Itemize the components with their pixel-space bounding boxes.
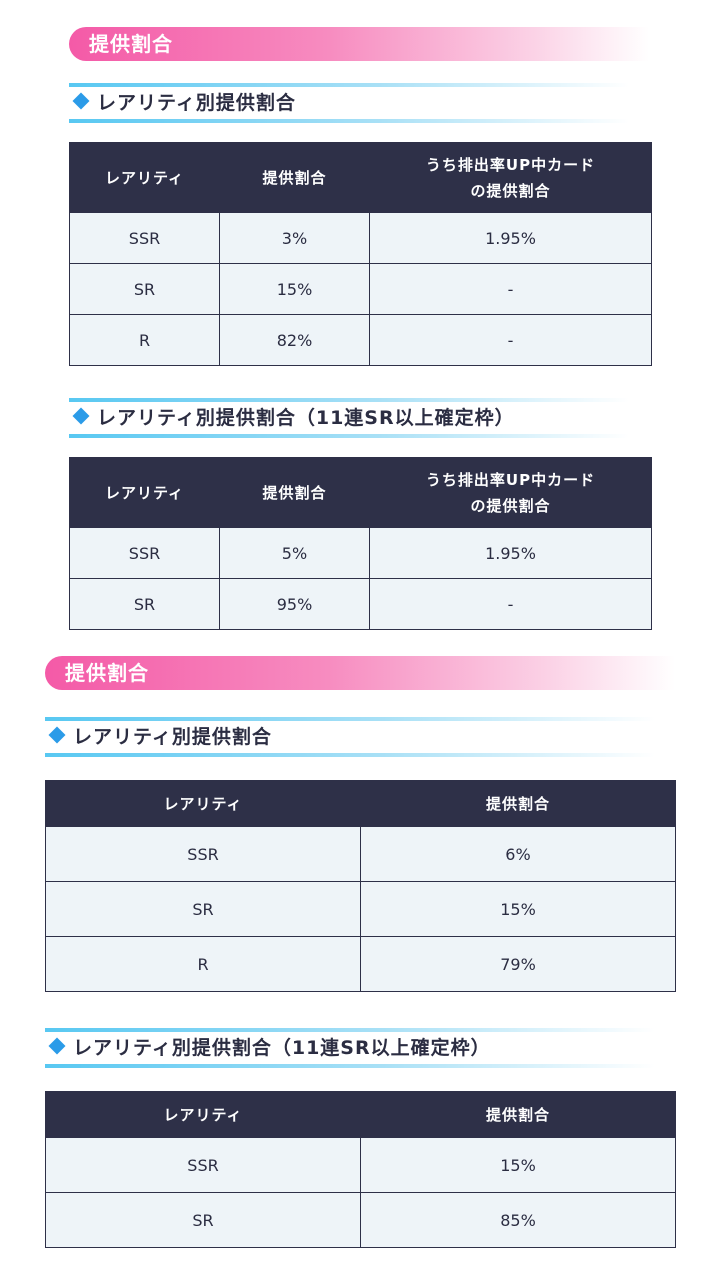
subsection-header-1-2: レアリティ別提供割合（11連SR以上確定枠） bbox=[69, 398, 629, 438]
cell-rarity: SR bbox=[45, 1192, 361, 1248]
col-header-rarity: レアリティ bbox=[45, 780, 361, 827]
col-header-up-rate: うち排出率UP中カード の提供割合 bbox=[369, 142, 652, 213]
cell-rarity: SSR bbox=[45, 1137, 361, 1193]
cell-rarity: SSR bbox=[45, 826, 361, 882]
subsection-title: レアリティ別提供割合（11連SR以上確定枠） bbox=[73, 1037, 491, 1059]
cell-rarity: SSR bbox=[69, 212, 220, 264]
cell-rate: 85% bbox=[360, 1192, 676, 1248]
table-row: SSR 15% bbox=[45, 1137, 676, 1193]
cell-rate: 3% bbox=[219, 212, 370, 264]
col-header-rate: 提供割合 bbox=[219, 457, 370, 528]
cell-up-rate: - bbox=[369, 578, 652, 630]
cell-rate: 15% bbox=[360, 1137, 676, 1193]
diamond-bullet-icon bbox=[72, 92, 90, 110]
section-banner-1: 提供割合 bbox=[69, 27, 649, 61]
cell-rate: 82% bbox=[219, 314, 370, 366]
cell-up-rate: - bbox=[369, 314, 652, 366]
col-header-rate: 提供割合 bbox=[219, 142, 370, 213]
section-banner-2: 提供割合 bbox=[45, 656, 675, 690]
table-row: SSR 6% bbox=[45, 826, 676, 882]
subsection-title: レアリティ別提供割合（11連SR以上確定枠） bbox=[97, 407, 515, 429]
table-row: SR 95% - bbox=[69, 578, 652, 630]
col-header-rarity: レアリティ bbox=[45, 1091, 361, 1138]
cell-up-rate: - bbox=[369, 263, 652, 315]
rarity-rate-table-4: レアリティ 提供割合 SSR 15% SR 85% bbox=[45, 1091, 676, 1248]
rarity-rate-table-2: レアリティ 提供割合 うち排出率UP中カード の提供割合 SSR 5% 1.95… bbox=[69, 457, 652, 630]
rarity-rate-table-1: レアリティ 提供割合 うち排出率UP中カード の提供割合 SSR 3% 1.95… bbox=[69, 142, 652, 366]
cell-rate: 79% bbox=[360, 936, 676, 992]
col-header-rate: 提供割合 bbox=[360, 780, 676, 827]
subsection-title: レアリティ別提供割合 bbox=[73, 726, 272, 748]
table-row: R 79% bbox=[45, 936, 676, 992]
cell-up-rate: 1.95% bbox=[369, 527, 652, 579]
cell-rate: 15% bbox=[219, 263, 370, 315]
rarity-rate-table-3: レアリティ 提供割合 SSR 6% SR 15% R 79% bbox=[45, 780, 676, 992]
cell-rarity: SR bbox=[69, 263, 220, 315]
subsection-header-1-1: レアリティ別提供割合 bbox=[69, 83, 629, 123]
cell-up-rate: 1.95% bbox=[369, 212, 652, 264]
cell-rarity: SR bbox=[45, 881, 361, 937]
col-header-rate: 提供割合 bbox=[360, 1091, 676, 1138]
table-row: R 82% - bbox=[69, 314, 652, 366]
col-header-rarity: レアリティ bbox=[69, 457, 220, 528]
cell-rarity: SSR bbox=[69, 527, 220, 579]
subsection-header-2-2: レアリティ別提供割合（11連SR以上確定枠） bbox=[45, 1028, 655, 1068]
table-row: SSR 3% 1.95% bbox=[69, 212, 652, 264]
col-header-rarity: レアリティ bbox=[69, 142, 220, 213]
subsection-title: レアリティ別提供割合 bbox=[97, 92, 296, 114]
cell-rarity: R bbox=[69, 314, 220, 366]
diamond-bullet-icon bbox=[48, 726, 66, 744]
cell-rate: 15% bbox=[360, 881, 676, 937]
diamond-bullet-icon bbox=[72, 407, 90, 425]
subsection-header-2-1: レアリティ別提供割合 bbox=[45, 717, 655, 757]
cell-rarity: SR bbox=[69, 578, 220, 630]
cell-rate: 95% bbox=[219, 578, 370, 630]
cell-rate: 5% bbox=[219, 527, 370, 579]
cell-rarity: R bbox=[45, 936, 361, 992]
table-row: SR 15% bbox=[45, 881, 676, 937]
diamond-bullet-icon bbox=[48, 1037, 66, 1055]
col-header-up-rate: うち排出率UP中カード の提供割合 bbox=[369, 457, 652, 528]
table-row: SR 15% - bbox=[69, 263, 652, 315]
table-row: SR 85% bbox=[45, 1192, 676, 1248]
cell-rate: 6% bbox=[360, 826, 676, 882]
table-row: SSR 5% 1.95% bbox=[69, 527, 652, 579]
